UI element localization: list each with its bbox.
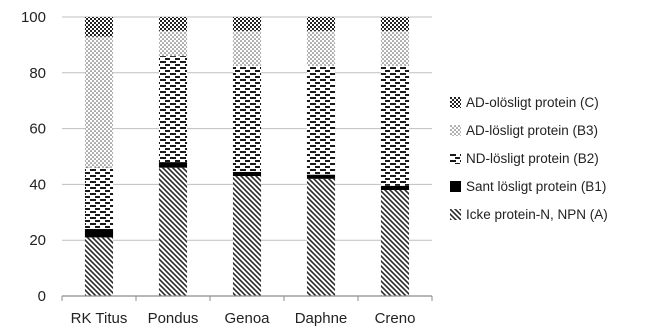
- bar-segment: [306, 174, 336, 179]
- legend-item-ad-losligt: AD-lösligt protein (B3): [450, 116, 662, 144]
- bar-segment: [380, 65, 410, 186]
- bar-segment: [84, 17, 114, 37]
- bar-segment: [84, 237, 114, 296]
- legend-label: AD-olösligt protein (C): [466, 94, 599, 110]
- bar-segment: [158, 17, 188, 31]
- bar-segment: [306, 17, 336, 31]
- y-tick-label: 60: [29, 121, 46, 138]
- legend-swatch-solid: [450, 180, 461, 192]
- x-tick-label: Creno: [375, 310, 416, 327]
- y-tick-label: 0: [38, 288, 46, 305]
- legend-swatch-checker: [450, 96, 461, 108]
- bar-segment: [232, 171, 262, 177]
- bar-segment: [232, 65, 262, 172]
- bar-segment: [306, 65, 336, 175]
- legend-item-sant-losligt: Sant lösligt protein (B1): [450, 172, 662, 200]
- bar-segment: [84, 36, 114, 168]
- legend-label: AD-lösligt protein (B3): [466, 122, 599, 138]
- bar-segment: [380, 185, 410, 190]
- legend-swatch-dashes: [450, 152, 461, 164]
- x-tick-label: Daphne: [295, 310, 348, 327]
- legend-item-ad-olosligt: AD-olösligt protein (C): [450, 88, 662, 116]
- bar-segment: [158, 30, 188, 57]
- legend-label: Sant lösligt protein (B1): [466, 178, 607, 194]
- legend-item-icke-protein: Icke protein-N, NPN (A): [450, 200, 662, 228]
- bar-segment: [158, 162, 188, 168]
- legend-swatch-dots: [450, 124, 461, 136]
- legend: AD-olösligt protein (C) AD-lösligt prote…: [450, 88, 662, 228]
- bar-segment: [380, 189, 410, 296]
- x-tick-label: RK Titus: [71, 310, 128, 327]
- bars-group: [84, 17, 410, 296]
- bar-segment: [306, 178, 336, 296]
- axes: [61, 295, 433, 301]
- legend-label: Icke protein-N, NPN (A): [466, 206, 608, 222]
- bar-segment: [158, 167, 188, 296]
- bar-segment: [84, 167, 114, 230]
- bar-segment: [232, 30, 262, 66]
- y-tick-label: 80: [29, 65, 46, 82]
- y-tick-labels: 0 20 40 60 80 100: [21, 9, 46, 305]
- y-tick-label: 20: [29, 232, 46, 249]
- bar-segment: [232, 176, 262, 296]
- y-tick-label: 40: [29, 176, 46, 193]
- bar-segment: [306, 30, 336, 66]
- bar-segment: [380, 30, 410, 66]
- bar-segment: [158, 56, 188, 163]
- legend-swatch-diagonal-hatch: [450, 208, 461, 220]
- legend-label: ND-lösligt protein (B2): [466, 150, 599, 166]
- bar-segment: [84, 229, 114, 238]
- y-tick-label: 100: [21, 9, 46, 26]
- bar-segment: [232, 17, 262, 31]
- bar-segment: [380, 17, 410, 31]
- x-tick-label: Pondus: [148, 310, 199, 327]
- legend-item-nd-losligt: ND-lösligt protein (B2): [450, 144, 662, 172]
- x-tick-labels: RK Titus Pondus Genoa Daphne Creno: [71, 310, 416, 327]
- x-tick-label: Genoa: [224, 310, 270, 327]
